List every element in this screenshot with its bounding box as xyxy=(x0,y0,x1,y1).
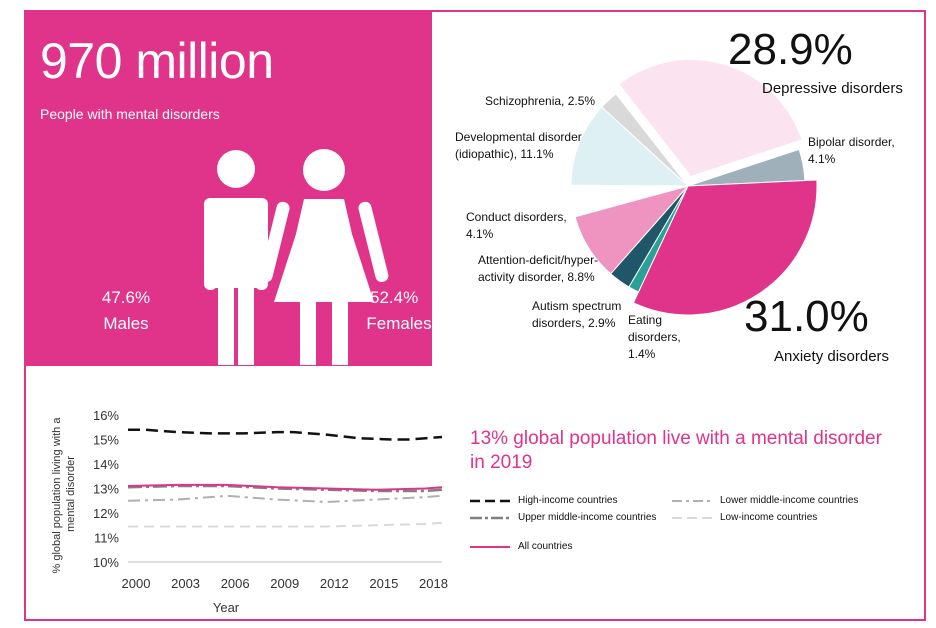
y-tick-label: 12% xyxy=(93,506,119,521)
x-tick-label: 2000 xyxy=(122,576,151,591)
y-tick-label: 13% xyxy=(93,482,119,497)
series-line xyxy=(128,428,443,441)
frame-border xyxy=(24,10,926,621)
schizophrenia-label: Schizophrenia, 2.5% xyxy=(485,94,596,108)
series-line xyxy=(127,494,443,503)
bipolar-label: Bipolar disorder, 4.1% xyxy=(808,135,895,166)
summary-panel: 970 million People with mental disorders… xyxy=(26,12,432,366)
x-tick-label: 2003 xyxy=(171,576,200,591)
adhd-label: Attention-deficit/hyper-activity disorde… xyxy=(478,253,599,284)
people-figures xyxy=(204,149,389,365)
x-tick-label: 2015 xyxy=(369,576,398,591)
developmental-label: Developmental disorder (idiopathic), 11.1… xyxy=(455,130,582,161)
y-tick-label: 10% xyxy=(93,555,119,570)
y-tick-label: 11% xyxy=(94,531,119,546)
autism-label: Autism spectrum disorders, 2.9% xyxy=(532,299,622,330)
x-axis-title: Year xyxy=(213,600,240,615)
legend-all-countries: All countries xyxy=(470,541,573,552)
x-tick-label: 2006 xyxy=(221,576,250,591)
y-tick-label: 15% xyxy=(93,433,119,448)
depressive-percent: 28.9% xyxy=(728,25,853,74)
depressive-label: Depressive disorders xyxy=(762,80,903,97)
legend-upper-middle: Upper middle-income countries xyxy=(470,512,657,523)
x-tick-label: 2018 xyxy=(419,576,448,591)
total-count: 970 million xyxy=(40,33,274,89)
anxiety-label: Anxiety disorders xyxy=(774,348,890,365)
male-percent: 47.6% xyxy=(101,288,151,307)
series-line xyxy=(127,483,443,491)
y-tick-label: 16% xyxy=(93,408,119,423)
y-axis-title: % global population living with a mental… xyxy=(51,415,77,574)
legend-high-income: High-income countries xyxy=(470,495,618,506)
anxiety-percent: 31.0% xyxy=(744,292,869,341)
conduct-label: Conduct disorders, 4.1% xyxy=(466,210,567,241)
legend-low-income: Low-income countries xyxy=(672,512,818,523)
female-percent: 52.4% xyxy=(370,288,419,307)
total-subtitle: People with mental disorders xyxy=(40,106,220,122)
series-line xyxy=(127,484,443,493)
male-label: Males xyxy=(103,314,149,333)
y-tick-label: 14% xyxy=(93,457,119,472)
male-figure-icon xyxy=(204,150,268,365)
eating-label: Eating disorders, 1.4% xyxy=(628,313,681,361)
x-tick-label: 2012 xyxy=(320,576,349,591)
headline: 13% global population live with a mental… xyxy=(470,428,882,473)
female-label: Females xyxy=(366,314,432,333)
female-figure-icon xyxy=(259,149,389,365)
series-line xyxy=(128,521,443,528)
legend-lower-middle: Lower middle-income countries xyxy=(672,495,859,506)
x-tick-label: 2009 xyxy=(270,576,299,591)
